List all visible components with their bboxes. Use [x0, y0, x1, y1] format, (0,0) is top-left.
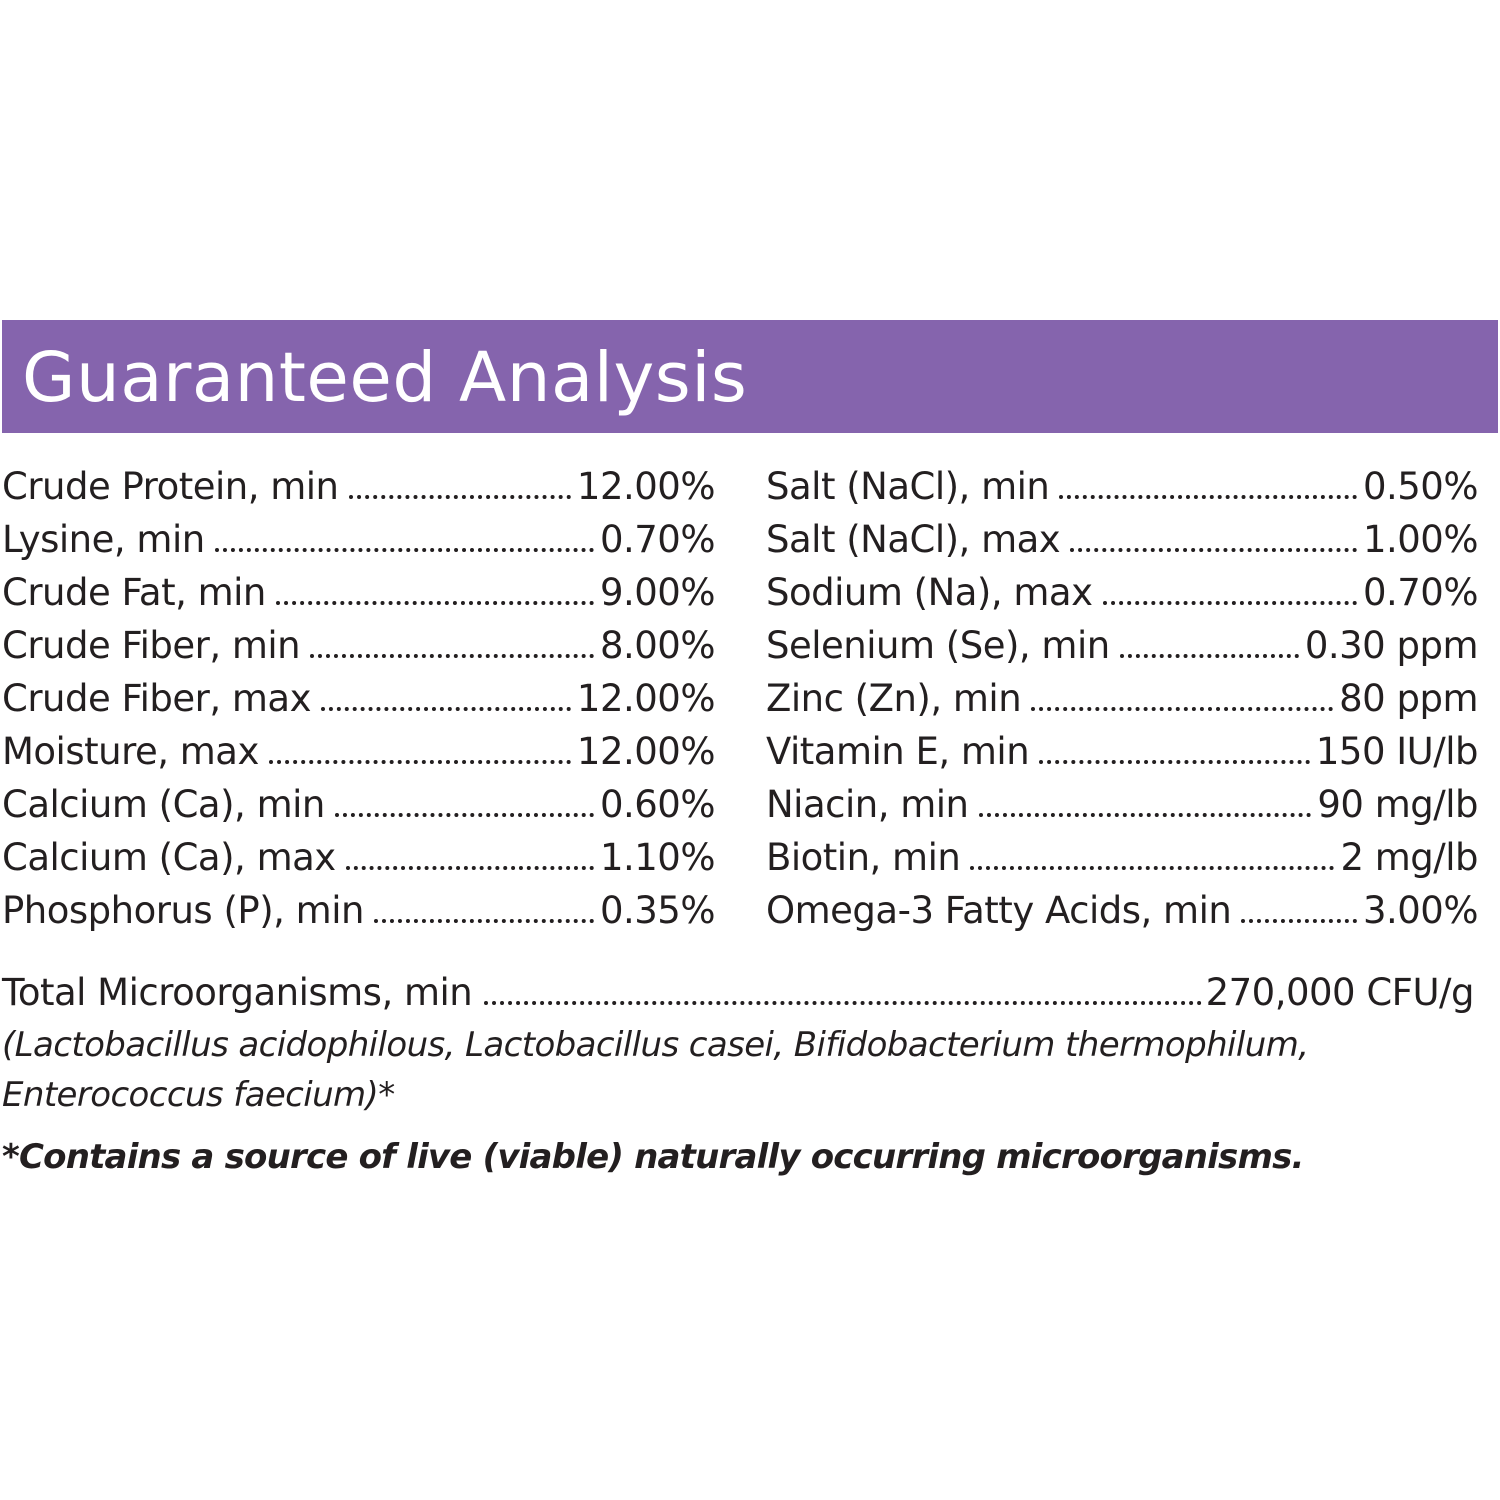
strains-list: (Lactobacillus acidophilous, Lactobacill… [2, 1020, 1402, 1120]
nutrient-label: Phosphorus (P), min [2, 889, 364, 932]
analysis-row: Calcium (Ca), min 0.60% [2, 778, 715, 831]
analysis-row: Crude Fat, min 9.00% [2, 566, 715, 619]
analysis-row: Biotin, min 2 mg/lb [766, 831, 1478, 884]
microorganisms-label: Total Microorganisms, min [2, 971, 473, 1014]
nutrient-label: Crude Fiber, min [2, 624, 301, 667]
analysis-row: Moisture, max 12.00% [2, 725, 715, 778]
nutrient-label: Crude Protein, min [2, 465, 339, 508]
analysis-row: Salt (NaCl), max 1.00% [766, 513, 1478, 566]
nutrient-value: 0.30 ppm [1304, 624, 1478, 667]
nutrient-label: Calcium (Ca), max [2, 836, 336, 879]
analysis-row: Omega-3 Fatty Acids, min 3.00% [766, 884, 1478, 937]
analysis-row: Sodium (Na), max 0.70% [766, 566, 1478, 619]
nutrient-label: Zinc (Zn), min [766, 677, 1022, 720]
dot-leader [275, 601, 594, 605]
page-title: Guaranteed Analysis [22, 338, 748, 418]
nutrient-value: 9.00% [599, 571, 715, 614]
dot-leader [310, 654, 594, 658]
nutrient-label: Moisture, max [2, 730, 259, 773]
nutrient-value: 0.70% [599, 518, 715, 561]
dot-leader [1102, 601, 1357, 605]
header-bar [2, 320, 1498, 433]
nutrient-label: Crude Fat, min [2, 571, 266, 614]
nutrient-label: Calcium (Ca), min [2, 783, 325, 826]
strains-line: Enterococcus faecium)* [2, 1075, 395, 1115]
analysis-row: Crude Protein, min 12.00% [2, 460, 715, 513]
footnote: *Contains a source of live (viable) natu… [2, 1137, 1304, 1177]
nutrient-label: Selenium (Se), min [766, 624, 1110, 667]
analysis-row: Lysine, min 0.70% [2, 513, 715, 566]
analysis-row: Phosphorus (P), min 0.35% [2, 884, 715, 937]
nutrient-label: Biotin, min [766, 836, 961, 879]
nutrient-value: 3.00% [1362, 889, 1478, 932]
dot-leader [1031, 707, 1334, 711]
nutrient-value: 0.35% [599, 889, 715, 932]
dot-leader [334, 813, 594, 817]
total-microorganisms-row: Total Microorganisms, min 270,000 CFU/g [2, 966, 1475, 1019]
nutrient-label: Salt (NaCl), min [766, 465, 1050, 508]
analysis-row: Niacin, min 90 mg/lb [766, 778, 1478, 831]
nutrient-label: Salt (NaCl), max [766, 518, 1061, 561]
analysis-row: Selenium (Se), min 0.30 ppm [766, 619, 1478, 672]
nutrient-value: 1.10% [599, 836, 715, 879]
nutrient-label: Vitamin E, min [766, 730, 1030, 773]
analysis-left-column: Crude Protein, min 12.00% Lysine, min 0.70… [2, 460, 715, 937]
nutrient-value: 0.50% [1362, 465, 1478, 508]
analysis-row: Zinc (Zn), min 80 ppm [766, 672, 1478, 725]
dot-leader [970, 866, 1335, 870]
nutrient-value: 1.00% [1362, 518, 1478, 561]
nutrient-value: 12.00% [576, 730, 715, 773]
dot-leader [345, 866, 594, 870]
analysis-row: Crude Fiber, min 8.00% [2, 619, 715, 672]
dot-leader [348, 495, 571, 499]
dot-leader [1059, 495, 1357, 499]
dot-leader [1039, 760, 1310, 764]
microorganisms-value: 270,000 CFU/g [1205, 971, 1475, 1014]
nutrient-value: 2 mg/lb [1340, 836, 1478, 879]
nutrient-label: Crude Fiber, max [2, 677, 311, 720]
nutrient-label: Niacin, min [766, 783, 969, 826]
dot-leader [1119, 654, 1299, 658]
dot-leader [1241, 919, 1357, 923]
nutrient-value: 150 IU/lb [1315, 730, 1478, 773]
nutrient-value: 80 ppm [1339, 677, 1478, 720]
nutrient-label: Lysine, min [2, 518, 205, 561]
analysis-right-column: Salt (NaCl), min 0.50% Salt (NaCl), max 1.… [766, 460, 1478, 937]
nutrient-value: 0.70% [1362, 571, 1478, 614]
nutrient-value: 0.60% [599, 783, 715, 826]
analysis-row: Vitamin E, min 150 IU/lb [766, 725, 1478, 778]
dot-leader [268, 760, 571, 764]
dot-leader [373, 919, 594, 923]
dot-leader [978, 813, 1312, 817]
dot-leader [484, 1001, 1202, 1005]
nutrient-value: 12.00% [576, 677, 715, 720]
nutrient-label: Omega-3 Fatty Acids, min [766, 889, 1232, 932]
dot-leader [214, 548, 594, 552]
nutrient-value: 90 mg/lb [1317, 783, 1478, 826]
analysis-row: Salt (NaCl), min 0.50% [766, 460, 1478, 513]
dot-leader [1070, 548, 1357, 552]
strains-line: (Lactobacillus acidophilous, Lactobacill… [2, 1025, 1309, 1065]
nutrient-label: Sodium (Na), max [766, 571, 1093, 614]
nutrient-value: 12.00% [576, 465, 715, 508]
analysis-row: Crude Fiber, max 12.00% [2, 672, 715, 725]
dot-leader [320, 707, 571, 711]
nutrient-value: 8.00% [599, 624, 715, 667]
analysis-row: Calcium (Ca), max 1.10% [2, 831, 715, 884]
